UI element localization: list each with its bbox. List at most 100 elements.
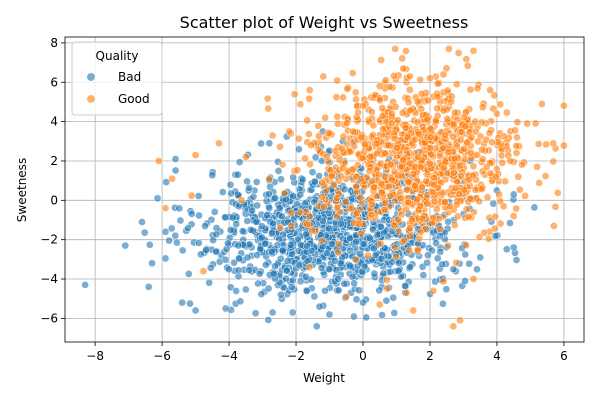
point-good bbox=[329, 181, 338, 189]
point-good bbox=[406, 232, 414, 241]
point-good bbox=[542, 140, 550, 149]
point-good bbox=[439, 106, 448, 115]
point-bad bbox=[194, 192, 203, 200]
point-good bbox=[405, 85, 414, 94]
point-good bbox=[352, 255, 360, 264]
point-good bbox=[426, 74, 434, 83]
point-bad bbox=[145, 240, 154, 249]
point-bad bbox=[184, 224, 192, 232]
point-good bbox=[491, 212, 500, 221]
point-good bbox=[538, 100, 546, 108]
point-bad bbox=[196, 250, 205, 259]
point-bad bbox=[382, 296, 391, 305]
point-good bbox=[449, 322, 458, 331]
point-good bbox=[460, 113, 468, 121]
point-bad bbox=[328, 240, 336, 248]
point-good bbox=[161, 204, 170, 213]
point-good bbox=[430, 180, 438, 189]
point-bad bbox=[375, 286, 384, 295]
point-bad bbox=[295, 145, 303, 154]
point-good bbox=[323, 152, 331, 161]
point-good bbox=[378, 104, 387, 112]
point-good bbox=[512, 204, 521, 213]
point-bad bbox=[235, 158, 244, 166]
point-good bbox=[349, 127, 357, 136]
point-bad bbox=[489, 199, 498, 208]
point-bad bbox=[275, 203, 284, 212]
point-good bbox=[424, 96, 433, 105]
point-bad bbox=[245, 266, 254, 274]
point-good bbox=[460, 185, 469, 194]
point-good bbox=[464, 213, 473, 221]
point-good bbox=[416, 75, 425, 84]
point-good bbox=[305, 86, 314, 94]
point-bad bbox=[238, 227, 247, 235]
point-good bbox=[364, 251, 372, 260]
point-bad bbox=[186, 299, 194, 308]
point-good bbox=[343, 84, 352, 93]
point-good bbox=[369, 131, 377, 139]
point-good bbox=[348, 165, 357, 174]
point-bad bbox=[288, 276, 297, 285]
x-tick-label: 6 bbox=[560, 349, 568, 363]
point-good bbox=[388, 110, 396, 118]
point-good bbox=[334, 248, 342, 257]
point-good bbox=[426, 124, 435, 133]
x-tick-label: 0 bbox=[359, 349, 367, 363]
point-bad bbox=[191, 306, 200, 315]
point-good bbox=[438, 188, 447, 197]
point-bad bbox=[221, 255, 230, 264]
point-bad bbox=[512, 256, 521, 264]
point-bad bbox=[406, 263, 414, 271]
point-good bbox=[471, 127, 480, 136]
point-good bbox=[342, 292, 351, 301]
point-bad bbox=[331, 257, 339, 265]
point-bad bbox=[277, 175, 285, 184]
point-good bbox=[496, 219, 505, 228]
point-good bbox=[450, 168, 458, 177]
point-good bbox=[342, 198, 350, 206]
point-good bbox=[442, 64, 451, 73]
point-bad bbox=[365, 233, 374, 242]
point-bad bbox=[337, 219, 345, 228]
point-bad bbox=[265, 204, 274, 212]
point-good bbox=[516, 185, 524, 194]
point-bad bbox=[257, 139, 265, 148]
point-bad bbox=[502, 245, 511, 254]
point-bad bbox=[288, 308, 297, 317]
point-good bbox=[400, 236, 409, 245]
point-good bbox=[541, 172, 550, 180]
point-bad bbox=[224, 239, 232, 248]
point-good bbox=[513, 118, 522, 126]
point-bad bbox=[268, 228, 276, 237]
point-good bbox=[327, 172, 336, 181]
point-good bbox=[450, 221, 459, 229]
point-good bbox=[287, 208, 296, 217]
point-good bbox=[386, 192, 395, 200]
point-bad bbox=[315, 302, 324, 311]
point-good bbox=[496, 197, 505, 206]
point-bad bbox=[263, 211, 271, 220]
point-good bbox=[352, 95, 360, 104]
point-good bbox=[404, 177, 413, 186]
point-bad bbox=[373, 230, 382, 239]
point-good bbox=[451, 184, 460, 193]
point-good bbox=[303, 116, 312, 125]
point-bad bbox=[461, 250, 470, 259]
point-bad bbox=[311, 153, 320, 162]
point-good bbox=[383, 284, 392, 293]
y-tick-label: −6 bbox=[40, 311, 58, 325]
point-good bbox=[535, 179, 543, 187]
point-bad bbox=[265, 139, 274, 148]
point-good bbox=[439, 70, 448, 79]
point-bad bbox=[274, 167, 283, 175]
point-good bbox=[339, 93, 347, 102]
point-bad bbox=[175, 204, 184, 213]
point-good bbox=[276, 224, 285, 232]
point-good bbox=[191, 151, 200, 159]
point-good bbox=[332, 93, 341, 102]
point-good bbox=[406, 72, 414, 81]
x-axis-label: Weight bbox=[303, 371, 345, 385]
point-good bbox=[377, 188, 386, 197]
point-good bbox=[475, 197, 483, 206]
